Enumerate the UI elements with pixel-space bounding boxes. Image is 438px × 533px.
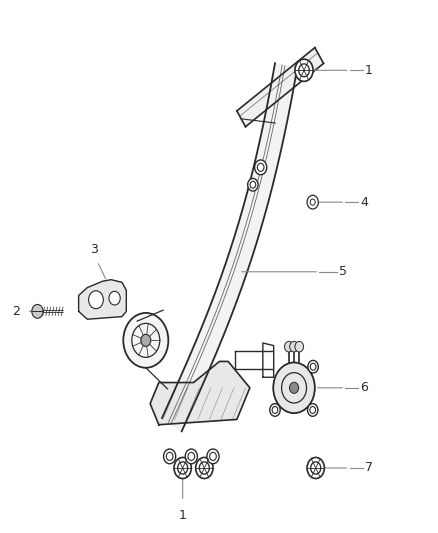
Circle shape [173, 457, 191, 479]
Circle shape [306, 195, 318, 209]
Circle shape [254, 160, 266, 175]
Polygon shape [150, 361, 249, 425]
Polygon shape [237, 47, 323, 127]
Circle shape [163, 449, 175, 464]
Circle shape [247, 179, 258, 191]
Circle shape [141, 334, 150, 346]
Circle shape [269, 403, 279, 416]
Text: 1: 1 [364, 64, 372, 77]
Text: 6: 6 [360, 381, 367, 394]
Circle shape [289, 382, 298, 393]
Circle shape [195, 457, 212, 479]
Circle shape [272, 362, 314, 413]
Circle shape [294, 342, 303, 352]
Circle shape [284, 342, 293, 352]
Circle shape [32, 304, 43, 318]
Circle shape [307, 403, 317, 416]
Circle shape [185, 449, 197, 464]
Circle shape [294, 59, 312, 82]
Circle shape [88, 291, 103, 309]
Text: 4: 4 [360, 196, 367, 208]
Circle shape [123, 313, 168, 368]
Circle shape [306, 457, 324, 479]
Circle shape [307, 360, 318, 373]
Polygon shape [78, 280, 126, 319]
Text: 3: 3 [90, 243, 98, 256]
Circle shape [206, 449, 219, 464]
Text: 1: 1 [178, 509, 186, 522]
Circle shape [109, 292, 120, 305]
Circle shape [289, 342, 298, 352]
Text: 2: 2 [12, 305, 20, 318]
Text: 5: 5 [338, 265, 346, 278]
Text: 7: 7 [364, 462, 372, 474]
Polygon shape [162, 63, 297, 431]
